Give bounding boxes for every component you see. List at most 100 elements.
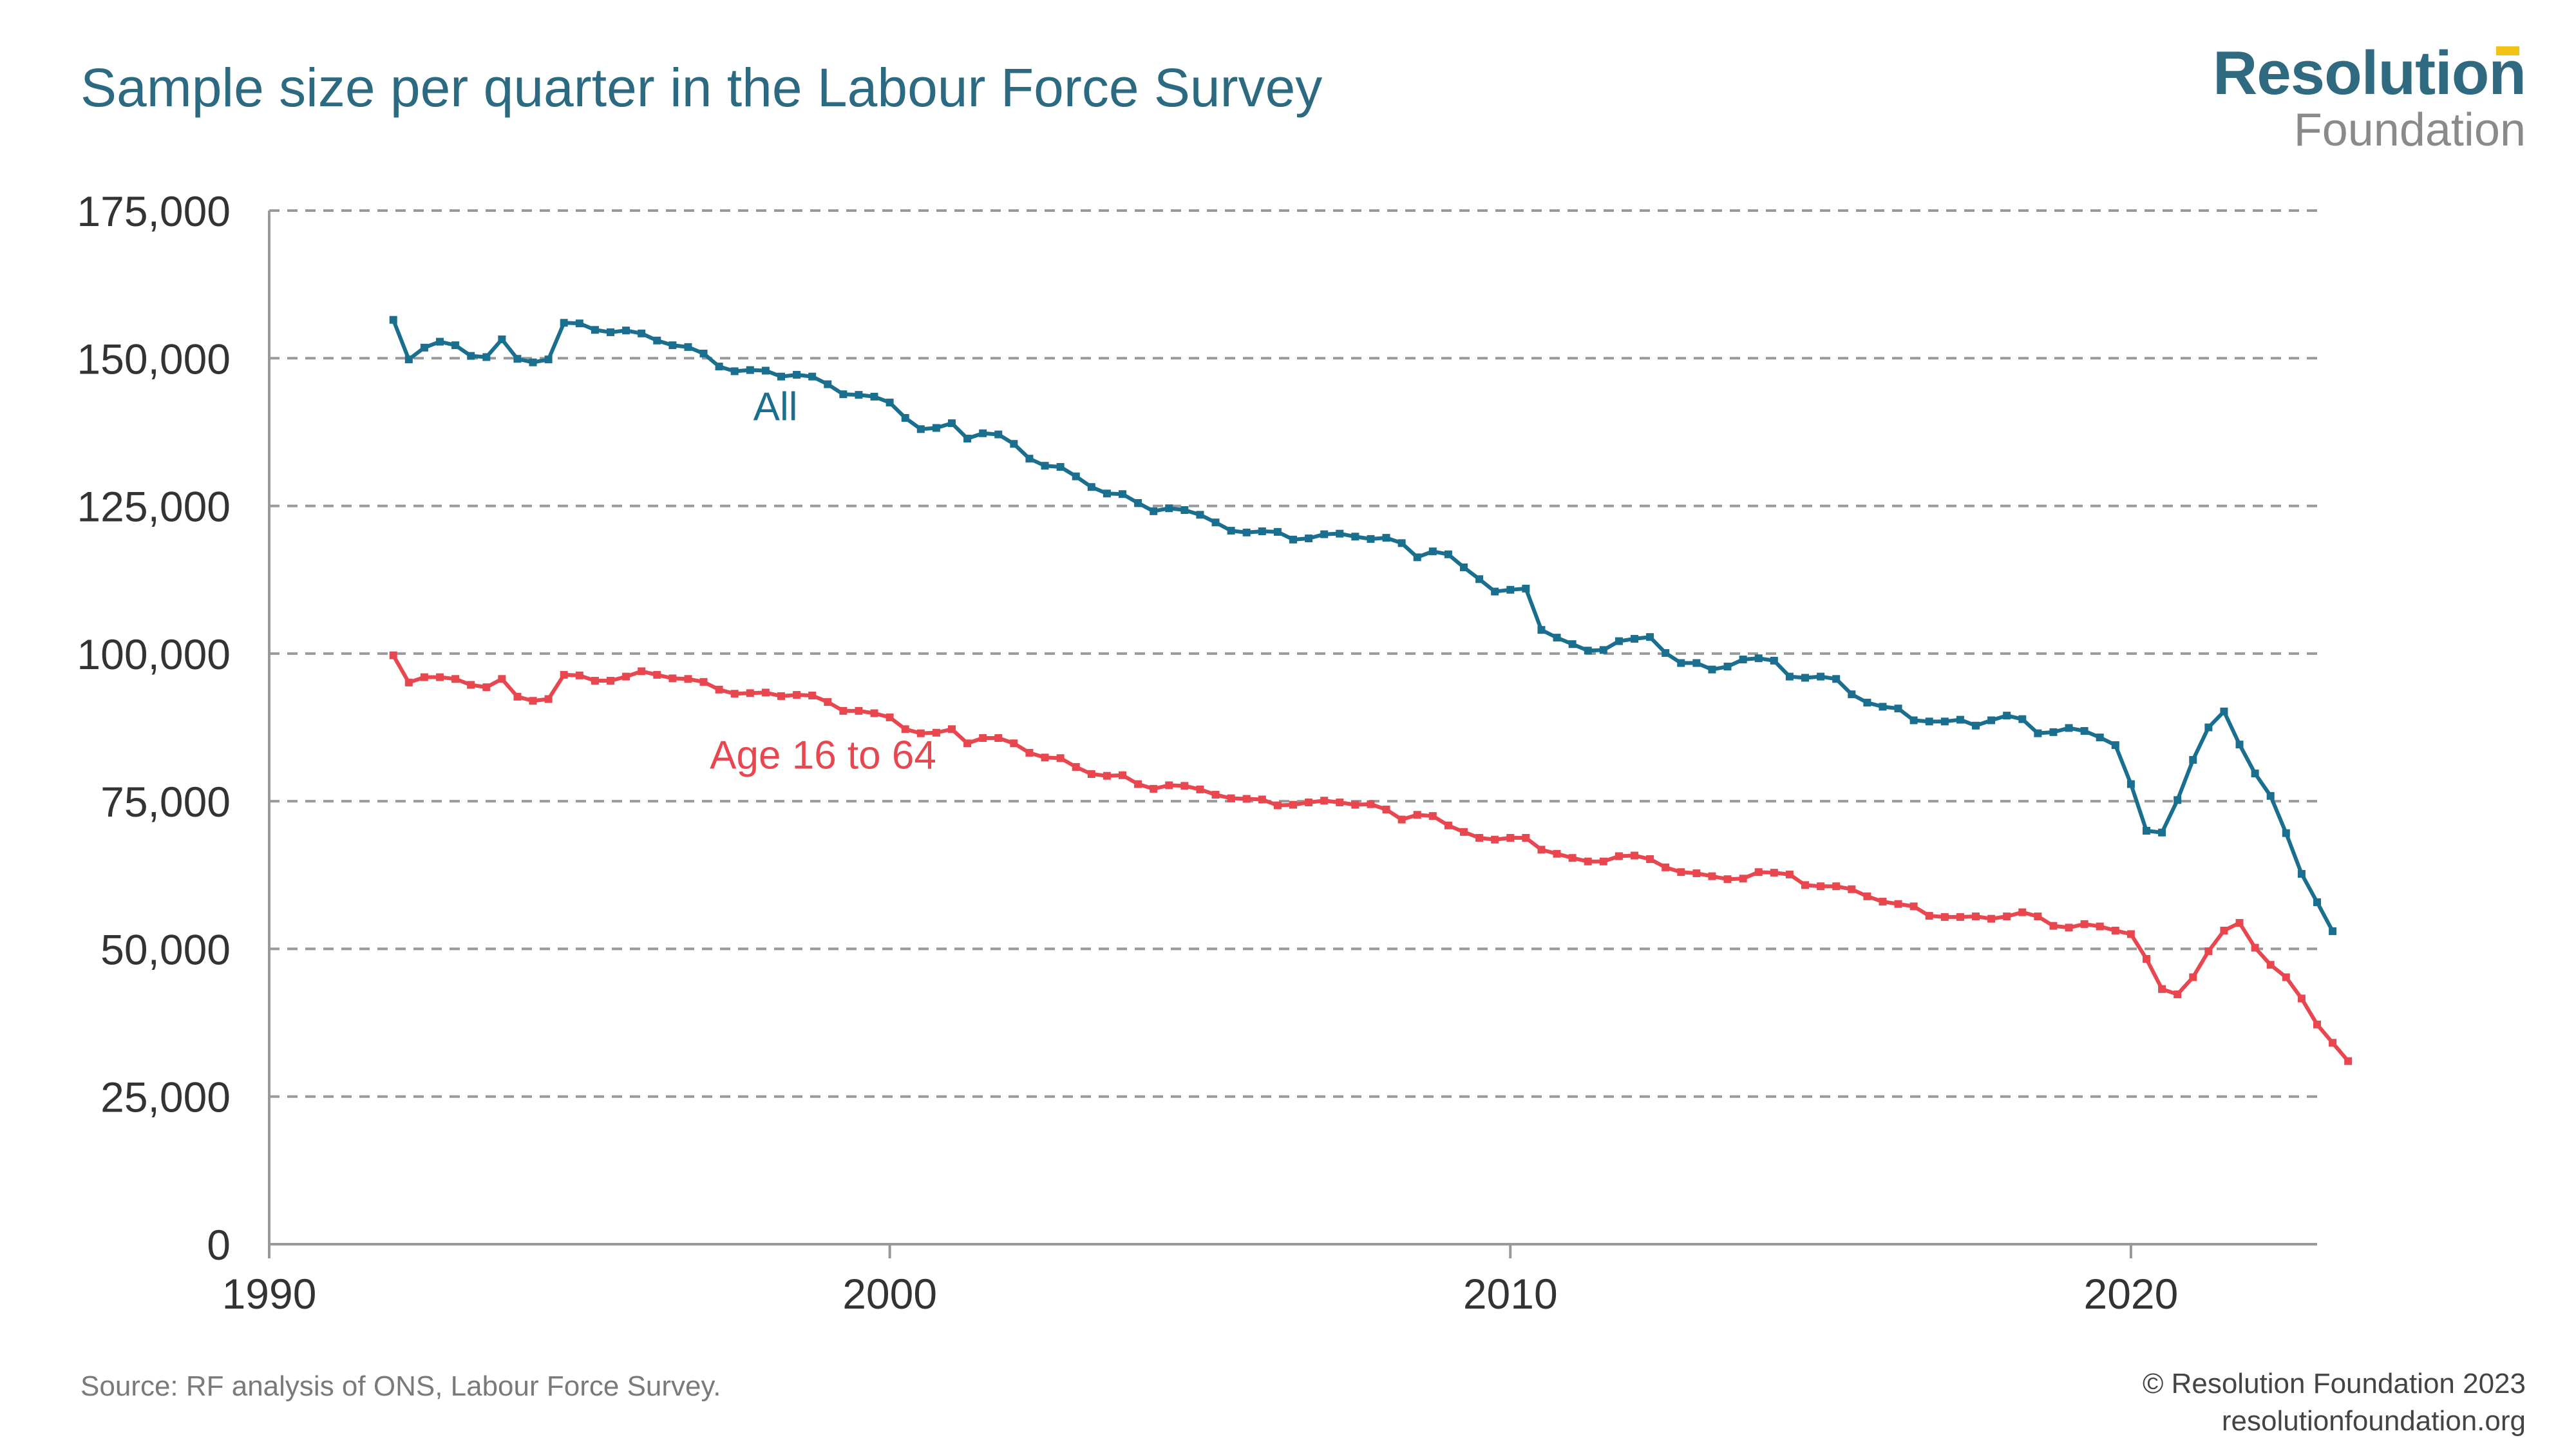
logo-main-text: Resolution	[2213, 39, 2526, 108]
data-point-all	[2096, 734, 2104, 742]
data-point-all	[730, 367, 739, 375]
data-point-all	[1894, 705, 1902, 713]
data-point-age-16-64	[1134, 780, 1142, 788]
data-point-all	[1832, 675, 1841, 683]
chart-title: Sample size per quarter in the Labour Fo…	[80, 57, 1323, 118]
data-point-age-16-64	[467, 681, 475, 689]
data-point-age-16-64	[2282, 973, 2290, 981]
data-point-age-16-64	[2065, 923, 2073, 932]
data-point-all	[777, 372, 785, 381]
data-point-all	[1134, 498, 1142, 507]
data-point-age-16-64	[1863, 892, 1871, 900]
data-point-age-16-64	[482, 683, 491, 692]
data-point-age-16-64	[1909, 902, 1918, 911]
data-point-age-16-64	[1475, 834, 1484, 842]
data-point-all	[1056, 463, 1065, 471]
data-point-all	[1972, 721, 1980, 730]
data-point-age-16-64	[2297, 994, 2306, 1003]
data-point-all	[1677, 659, 1685, 667]
data-point-all	[979, 429, 987, 437]
data-point-age-16-64	[1894, 900, 1902, 908]
data-point-age-16-64	[761, 688, 770, 697]
data-point-all	[1444, 550, 1452, 558]
data-point-age-16-64	[513, 692, 522, 701]
data-point-age-16-64	[1227, 794, 1235, 802]
data-point-all	[746, 366, 754, 374]
copyright-block: © Resolution Foundation 2023 resolutionf…	[2143, 1365, 2526, 1440]
data-point-all	[2204, 723, 2213, 732]
data-point-all	[886, 399, 894, 407]
data-point-all	[2266, 791, 2275, 800]
data-point-age-16-64	[1522, 834, 1530, 842]
data-point-all	[653, 336, 661, 345]
data-point-all	[591, 326, 599, 334]
data-point-age-16-64	[1165, 781, 1173, 790]
data-point-all	[2143, 827, 2150, 835]
data-point-age-16-64	[1087, 770, 1095, 778]
data-point-all	[963, 435, 972, 443]
data-point-age-16-64	[1367, 800, 1375, 808]
logo-accent-mark	[2496, 46, 2519, 55]
data-point-all	[1584, 647, 1592, 655]
data-point-age-16-64	[1692, 869, 1701, 878]
data-point-age-16-64	[1150, 784, 1158, 793]
data-point-all	[2189, 755, 2197, 764]
data-point-age-16-64	[684, 675, 692, 683]
data-point-all	[2003, 712, 2011, 720]
data-point-all	[1568, 640, 1577, 649]
data-point-all	[948, 419, 956, 428]
data-point-all	[2065, 724, 2073, 732]
data-point-all	[1817, 672, 1825, 681]
data-point-age-16-64	[1336, 798, 1344, 806]
data-point-all	[1119, 490, 1126, 498]
data-point-age-16-64	[777, 692, 785, 700]
data-point-age-16-64	[1460, 828, 1468, 836]
y-tick-label: 100,000	[77, 630, 231, 678]
data-point-all	[932, 424, 940, 432]
y-tick-label: 175,000	[77, 187, 231, 235]
data-point-all	[1305, 535, 1313, 543]
data-point-age-16-64	[1103, 772, 1111, 780]
data-point-all	[1103, 489, 1111, 498]
data-point-age-16-64	[2034, 912, 2042, 920]
x-tick-label: 2020	[2083, 1270, 2178, 1318]
data-point-all	[2235, 741, 2244, 749]
data-point-age-16-64	[1397, 815, 1406, 824]
data-point-all	[1662, 649, 1670, 657]
data-point-all	[793, 370, 801, 379]
data-point-age-16-64	[2018, 908, 2027, 916]
data-point-all	[839, 390, 848, 399]
data-point-all	[1801, 674, 1809, 682]
x-tick-label: 2000	[842, 1270, 937, 1318]
series-labels: All Age 16 to 64	[710, 385, 936, 778]
data-point-all	[420, 343, 428, 352]
data-point-age-16-64	[793, 691, 801, 699]
data-point-age-16-64	[1258, 795, 1266, 804]
data-point-all	[1150, 507, 1158, 515]
data-point-all	[870, 392, 878, 401]
data-point-age-16-64	[886, 713, 894, 721]
series-line-all	[391, 319, 2334, 933]
data-point-age-16-64	[1770, 869, 1778, 877]
y-tick-label: 150,000	[77, 335, 231, 383]
data-point-all	[1615, 637, 1623, 645]
data-point-age-16-64	[1305, 798, 1313, 806]
data-point-age-16-64	[916, 729, 925, 737]
data-point-age-16-64	[1041, 753, 1049, 762]
data-point-age-16-64	[638, 667, 646, 676]
data-point-all	[1072, 472, 1080, 480]
data-point-age-16-64	[591, 677, 599, 685]
data-point-all	[1242, 528, 1251, 536]
data-point-age-16-64	[451, 675, 460, 683]
data-point-age-16-64	[1599, 857, 1607, 866]
data-point-all	[451, 341, 460, 350]
data-point-all	[808, 372, 817, 381]
data-point-age-16-64	[544, 695, 553, 703]
data-point-age-16-64	[2204, 947, 2213, 956]
data-point-age-16-64	[963, 739, 972, 748]
data-point-all	[513, 355, 522, 363]
data-point-age-16-64	[979, 734, 987, 743]
data-point-all	[2034, 729, 2042, 737]
data-point-all	[1211, 518, 1220, 527]
data-point-age-16-64	[404, 678, 413, 687]
